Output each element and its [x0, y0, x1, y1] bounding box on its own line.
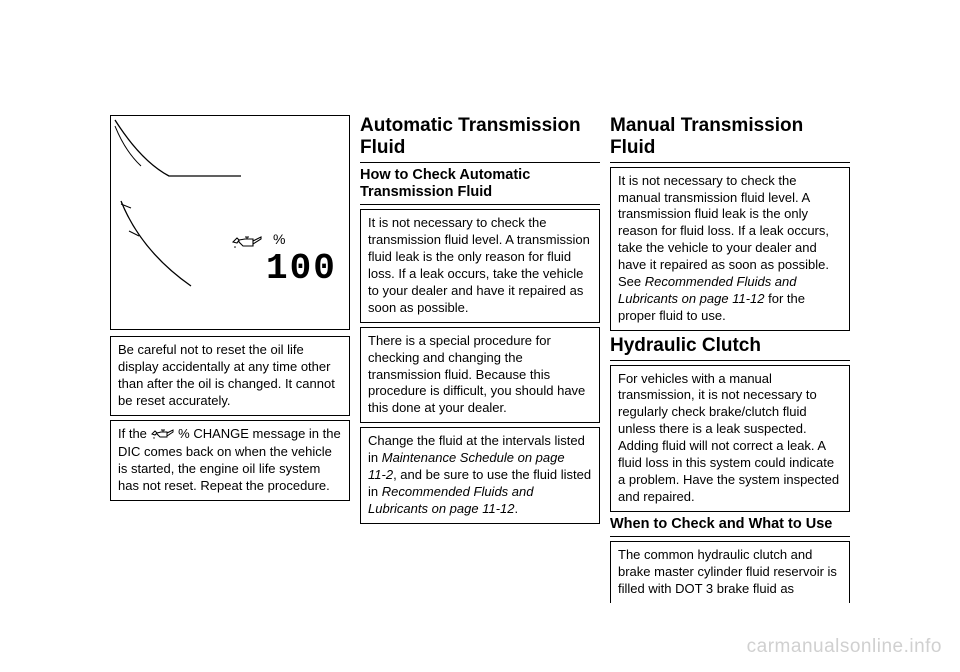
- oil-life-gauge-figure: % 100: [110, 115, 350, 330]
- italic-ref-2: Recommended Fluids and Lubricants on pag…: [368, 484, 533, 516]
- hydraulic-when-text: The common hydraulic clutch and brake ma…: [610, 541, 850, 603]
- paragraph-text: It is not necessary to check the transmi…: [368, 215, 590, 314]
- paragraph-text: There is a special procedure for checkin…: [368, 333, 585, 416]
- oil-can-icon: [151, 428, 175, 445]
- oil-life-value: 100: [266, 248, 337, 289]
- auto-trans-procedure-text: There is a special procedure for checkin…: [360, 327, 600, 423]
- manual-trans-text: It is not necessary to check the manual …: [610, 167, 850, 331]
- paragraph-text: Be careful not to reset the oil life dis…: [118, 342, 335, 408]
- subsection-heading-check-auto: How to Check Automatic Transmission Flui…: [360, 167, 600, 206]
- column-3: Manual Transmission Fluid It is not nece…: [610, 115, 850, 655]
- gauge-arc-upper: [111, 116, 350, 196]
- watermark-text: carmanualsonline.info: [747, 636, 942, 658]
- subsection-heading-when-check: When to Check and What to Use: [610, 516, 850, 537]
- oil-life-reset-procedure: If the % CHANGE message in the DIC comes…: [110, 420, 350, 502]
- auto-trans-intervals-text: Change the fluid at the intervals listed…: [360, 427, 600, 523]
- paragraph-text-a: It is not necessary to check the manual …: [618, 173, 829, 289]
- oil-life-reset-warning: Be careful not to reset the oil life dis…: [110, 336, 350, 416]
- section-heading-manual-trans: Manual Transmission Fluid: [610, 115, 850, 163]
- hydraulic-clutch-text: For vehicles with a manual transmission,…: [610, 365, 850, 512]
- section-heading-hydraulic: Hydraulic Clutch: [610, 335, 850, 361]
- page-content: % 100 Be careful not to reset the oil li…: [110, 115, 850, 655]
- column-1: % 100 Be careful not to reset the oil li…: [110, 115, 350, 655]
- column-2: Automatic Transmission Fluid How to Chec…: [360, 115, 600, 655]
- auto-trans-check-text: It is not necessary to check the transmi…: [360, 209, 600, 322]
- section-heading-auto-trans: Automatic Transmission Fluid: [360, 115, 600, 163]
- paragraph-text-a: If the: [118, 426, 151, 441]
- paragraph-text: For vehicles with a manual transmission,…: [618, 371, 839, 504]
- oil-can-icon: [231, 234, 265, 255]
- percent-label: %: [273, 231, 285, 247]
- paragraph-text-c: .: [514, 501, 518, 516]
- paragraph-text: The common hydraulic clutch and brake ma…: [618, 547, 837, 596]
